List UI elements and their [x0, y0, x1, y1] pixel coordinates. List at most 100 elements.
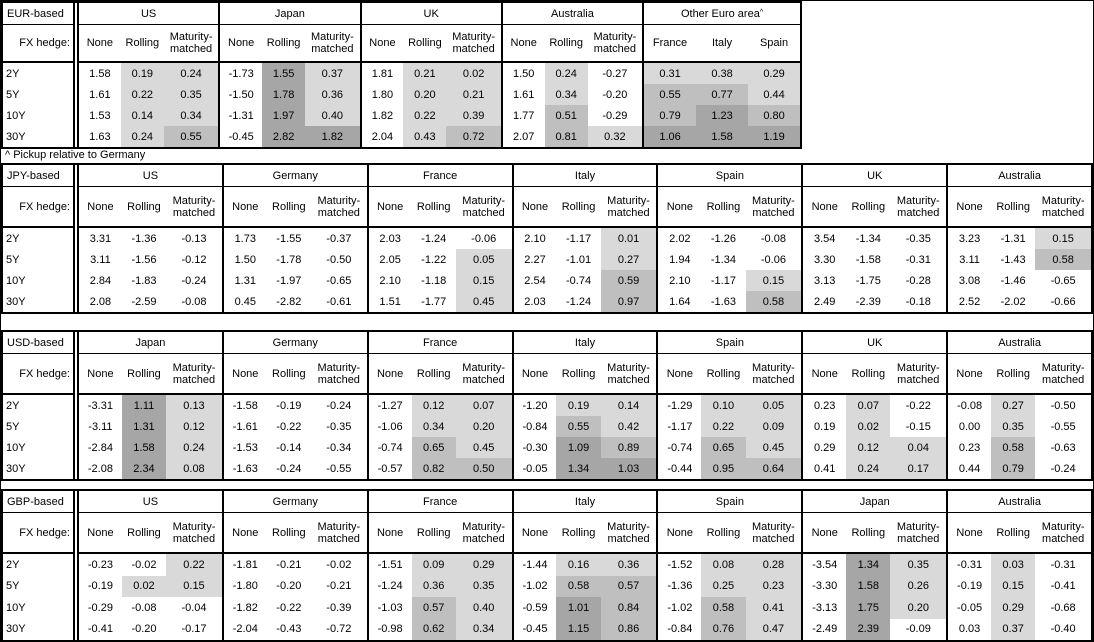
value-cell: -1.58 [855, 253, 881, 266]
column-header: Maturity-matched [896, 520, 940, 545]
value-cell: 0.97 [600, 291, 657, 312]
value-cell: 0.65 [411, 437, 456, 458]
fx-hedge-label: FX hedge: [3, 25, 73, 63]
value-cell: 1.31 [121, 416, 167, 437]
value-cell: 0.09 [411, 554, 456, 576]
value-cell: 0.35 [890, 554, 947, 576]
value-cell: -3.54 [812, 558, 838, 571]
country-name: Australia [998, 169, 1041, 182]
value-cell: -1.17 [566, 232, 592, 245]
tenor-label: 30Y [6, 295, 26, 308]
table-row: 2.10 -1.17 0.15 [658, 270, 802, 291]
group-other-euro-area: Other Euro area ^ France Italy Spain 0.31 0.38… [642, 3, 801, 147]
value-cell: -0.22 [905, 399, 931, 412]
hedge-header-row: None Rolling Maturity-matched [368, 354, 512, 395]
column-header: Maturity-matched [752, 194, 795, 219]
value-cell: 2.03 [379, 232, 401, 245]
tenor-label: 5Y [6, 580, 20, 593]
country-name: Italy [574, 336, 596, 349]
value-cell: -1.46 [1000, 274, 1026, 287]
country-name: Spain [715, 336, 744, 349]
value-cell: 2.05 [379, 253, 401, 266]
value-cell: 0.03 [958, 623, 981, 636]
country-header: Australia [502, 3, 643, 25]
table-row: -0.74 0.65 0.45 [369, 437, 512, 458]
country-header: Italy [513, 491, 657, 513]
country-header: Australia [948, 491, 1092, 513]
column-header: None [232, 526, 259, 539]
column-header: Rolling [996, 200, 1030, 213]
table-row: -2.08 2.34 0.08 [79, 458, 222, 479]
table-row: 0.55 0.77 0.44 [644, 84, 801, 105]
hedge-header-row: None Rolling Maturity-matched [79, 25, 219, 63]
table-row: -1.02 0.58 0.41 [658, 597, 802, 619]
column-header: Maturity-matched [452, 31, 496, 55]
country-header: France [368, 165, 512, 187]
value-cell: -1.53 [232, 441, 258, 454]
country-name: Japan [274, 7, 305, 20]
value-cell: 0.55 [556, 416, 601, 437]
value-cell: -0.74 [566, 274, 592, 287]
base-currency-label: USD-based [3, 332, 73, 354]
value-cell: 0.16 [556, 554, 601, 576]
value-cell: 0.41 [745, 597, 802, 619]
country-header: Japan [803, 491, 947, 513]
table-row: 1.58 0.19 0.24 [79, 63, 219, 84]
column-header: Maturity-matched [896, 194, 940, 219]
value-cell: 0.62 [411, 618, 456, 640]
country-name: Germany [272, 336, 318, 349]
country-header: Germany [223, 332, 367, 354]
table-row: -0.29 -0.08 -0.04 [79, 597, 222, 619]
value-cell: 0.02 [846, 416, 891, 437]
country-header: Spain [658, 332, 802, 354]
value-cell: 2.04 [371, 130, 394, 143]
hedge-header-row: None Rolling Maturity-matched [513, 513, 657, 554]
column-header: Rolling [416, 367, 451, 380]
value-cell: 0.23 [745, 575, 802, 597]
group-australia: Australia None Rolling Maturity-matched 1.50… [500, 3, 643, 147]
column-header: Rolling [272, 200, 306, 213]
group-uk: UK None Rolling Maturity-matched 1.81 0.21 0.0… [359, 3, 501, 147]
value-cell: 0.24 [163, 63, 219, 84]
value-cell: 0.58 [1035, 249, 1091, 270]
value-cell: -0.40 [1050, 623, 1076, 636]
value-cell: -0.31 [957, 558, 983, 571]
value-cell: 0.37 [991, 618, 1036, 640]
value-cell: -0.35 [326, 420, 352, 433]
value-cell: 0.55 [644, 84, 697, 105]
base-currency-label: GBP-based [3, 491, 73, 513]
group-germany: Germany None Rolling Maturity-matched -1.58-… [221, 332, 367, 479]
value-cell: -1.36 [131, 232, 157, 245]
value-cell: -1.43 [1000, 253, 1026, 266]
table-row: 1.06 1.58 1.19 [644, 126, 801, 147]
value-cell: 0.10 [701, 395, 746, 416]
value-cell: 1.61 [512, 88, 535, 101]
value-cell: 0.32 [587, 126, 643, 147]
value-cell: 1.75 [846, 597, 891, 619]
group-spain: Spain None Rolling Maturity-matched -1.29 0.1… [656, 332, 802, 479]
table-row: -1.51 0.09 0.29 [369, 554, 512, 576]
tenor-label: 5Y [6, 420, 20, 433]
column-header: Rolling [706, 200, 741, 213]
value-cell: -1.73 [228, 67, 254, 80]
value-cell: 0.20 [403, 84, 447, 105]
group-japan: Japan None Rolling Maturity-matched -3.31 1.1… [77, 332, 222, 479]
table-row: 1.50 -1.78 -0.50 [224, 249, 367, 270]
value-cell: 1.03 [600, 458, 657, 479]
value-cell: -1.34 [855, 232, 881, 245]
column-header: Rolling [272, 526, 306, 539]
group-france: France None Rolling Maturity-matched 2.03 -1.… [366, 165, 512, 312]
value-cell: 0.79 [644, 105, 697, 126]
value-cell: 0.38 [696, 63, 749, 84]
value-cell: -1.81 [232, 558, 258, 571]
value-cell: 0.22 [701, 416, 746, 437]
table-row: 1.73 -1.55 -0.37 [224, 228, 367, 249]
value-cell: -0.74 [667, 441, 693, 454]
hedge-header-row: None Rolling Maturity-matched [658, 354, 802, 395]
tenor-label: 2Y [6, 67, 20, 80]
table-row: -1.06 0.34 0.20 [369, 416, 512, 437]
value-cell: -0.08 [181, 295, 207, 308]
table-row: -1.81 -0.21 -0.02 [224, 554, 367, 576]
group-us: US None Rolling Maturity-matched -0.23 -0.02 0… [77, 491, 222, 640]
